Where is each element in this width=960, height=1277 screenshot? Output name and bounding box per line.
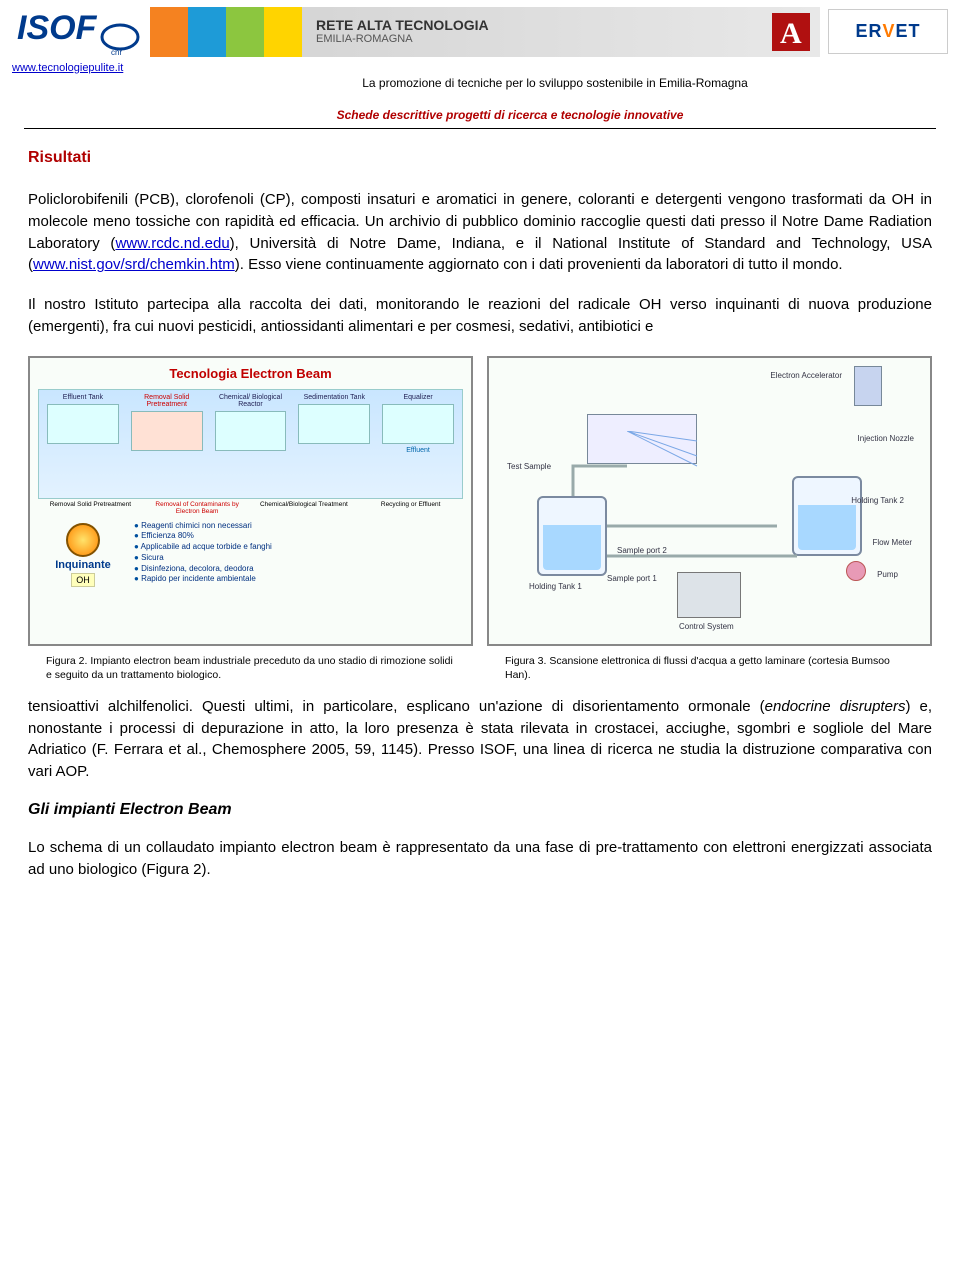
fig2-tank: EqualizerEffluent [378, 394, 458, 454]
rat-title: RETE ALTA TECNOLOGIA [316, 17, 489, 34]
svg-text:ISOF: ISOF [17, 9, 98, 47]
fig2-tank: Effluent Tank [43, 394, 123, 447]
fig2-caption: Figura 2. Impianto electron beam industr… [28, 654, 473, 682]
p3-italic: endocrine disrupters [765, 698, 906, 715]
rat-stripe [264, 7, 302, 57]
fig2-bullet: Applicabile ad acque torbide e fanghi [134, 542, 463, 553]
ervet-mid: V [882, 21, 895, 42]
figure-3: Electron Accelerator Injection Nozzle Te… [487, 356, 932, 646]
p1-t3: ). Esso viene continuamente aggiornato c… [235, 256, 843, 273]
fig2-tank: Chemical/ Biological Reactor [211, 394, 291, 454]
rat-subtitle: EMILIA-ROMAGNA [316, 33, 489, 46]
pipes-icon [497, 366, 922, 636]
captions-row: Figura 2. Impianto electron beam industr… [28, 654, 932, 682]
svg-text:A: A [780, 17, 802, 50]
rat-text: RETE ALTA TECNOLOGIA EMILIA-ROMAGNA [302, 17, 489, 47]
fig2-bottom-chain: Removal Solid Pretreatment Removal of Co… [38, 501, 463, 515]
content: Risultati Policlorobifenili (PCB), cloro… [0, 129, 960, 880]
fig3-caption: Figura 3. Scansione elettronica di fluss… [487, 654, 932, 682]
ervet-pre: ER [855, 21, 882, 42]
para-3: tensioattivi alchilfenolici. Questi ulti… [28, 696, 932, 783]
fig2-bullet: Rapido per incidente ambientale [134, 574, 463, 585]
fig2-bullets: Reagenti chimici non necessari Efficienz… [134, 521, 463, 587]
rat-stripes [150, 7, 302, 57]
fig2-bullet: Sicura [134, 553, 463, 564]
header-banner: ISOF cnr RETE ALTA TECNOLOGIA EMILIA-ROM… [0, 0, 960, 59]
subsection-title: Gli impianti Electron Beam [28, 801, 932, 819]
fig2-bottom: Inquinante OH Reagenti chimici non neces… [38, 521, 463, 587]
rat-banner: RETE ALTA TECNOLOGIA EMILIA-ROMAGNA A [150, 7, 820, 57]
ervet-post: ET [896, 21, 921, 42]
figures-row: Tecnologia Electron Beam Effluent Tank R… [28, 356, 932, 646]
fig2-tank: Sedimentation Tank [294, 394, 374, 447]
section-title: Risultati [28, 149, 932, 167]
fig2-molecule: Inquinante OH [38, 521, 128, 587]
p3-t1: tensioattivi alchilfenolici. Questi ulti… [28, 698, 765, 715]
link-rcdc[interactable]: www.rcdc.nd.edu [115, 235, 229, 252]
fig2-heading: Tecnologia Electron Beam [38, 366, 463, 381]
fig2-bullet: Disinfeziona, decolora, deodora [134, 564, 463, 575]
fig3-diagram: Electron Accelerator Injection Nozzle Te… [497, 366, 922, 636]
figure-2: Tecnologia Electron Beam Effluent Tank R… [28, 356, 473, 646]
fig2-tank: Removal Solid Pretreatment [127, 394, 207, 454]
rat-a-icon: A [772, 13, 810, 51]
para-2: Il nostro Istituto partecipa alla raccol… [28, 294, 932, 338]
oh-radical-icon [66, 523, 100, 557]
fig2-bullet: Reagenti chimici non necessari [134, 521, 463, 532]
para-4: Lo schema di un collaudato impianto elec… [28, 837, 932, 881]
isof-logo: ISOF cnr [12, 4, 142, 59]
rat-stripe [226, 7, 264, 57]
ervet-logo: ERVET [828, 9, 948, 54]
svg-text:cnr: cnr [111, 48, 122, 57]
inquinante-label: Inquinante [38, 559, 128, 571]
rat-stripe [150, 7, 188, 57]
site-url-link[interactable]: www.tecnologiepulite.it [12, 62, 123, 74]
oh-label: OH [71, 573, 95, 587]
doc-subtitle: Schede descrittive progetti di ricerca e… [0, 108, 960, 122]
para-1: Policlorobifenili (PCB), clorofenoli (CP… [28, 189, 932, 276]
promo-line: La promozione di tecniche per lo svilupp… [0, 76, 960, 90]
fig2-process-row: Effluent Tank Removal Solid Pretreatment… [38, 389, 463, 499]
fig2-bullet: Efficienza 80% [134, 531, 463, 542]
link-nist[interactable]: www.nist.gov/srd/chemkin.htm [33, 256, 235, 273]
rat-stripe [188, 7, 226, 57]
